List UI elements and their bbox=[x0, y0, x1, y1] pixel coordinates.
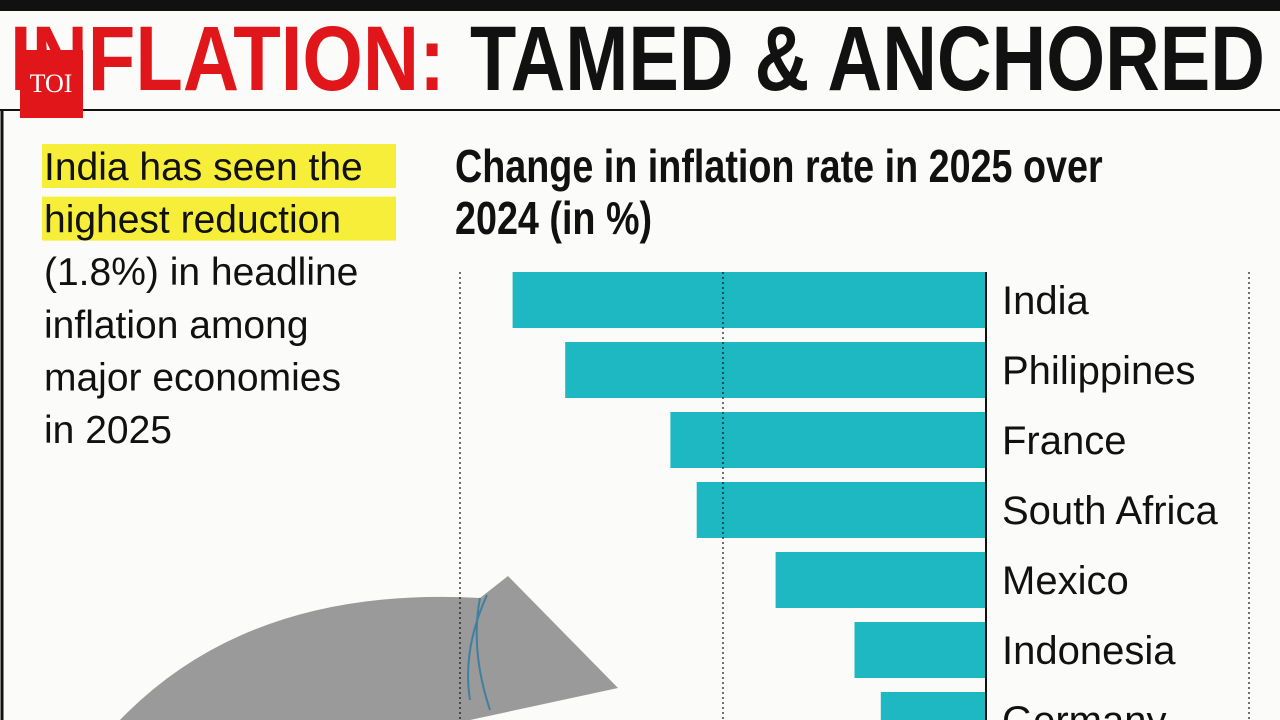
highlight bbox=[42, 196, 396, 241]
note-line: major economies bbox=[44, 356, 341, 399]
arrow-decoration bbox=[120, 576, 618, 720]
category-label: Germany bbox=[1002, 699, 1167, 720]
category-label: South Africa bbox=[1002, 489, 1218, 533]
bar bbox=[565, 342, 986, 398]
arrow-ribbon bbox=[467, 594, 491, 711]
note-line: in 2025 bbox=[44, 409, 172, 452]
bar bbox=[512, 272, 986, 328]
logo: TOI bbox=[30, 69, 73, 98]
note-line: highest reduction bbox=[44, 199, 341, 242]
note-line: (1.8%) in headline bbox=[44, 251, 358, 294]
category-label: India bbox=[1002, 279, 1089, 323]
top-bar bbox=[0, 0, 1280, 11]
note: India has seen the highest reduction (1.8%… bbox=[42, 144, 396, 452]
chart-title: Change in inflation rate in 2025 over 20… bbox=[455, 140, 1103, 244]
highlight bbox=[42, 144, 396, 188]
bar bbox=[775, 552, 986, 608]
category-label: Mexico bbox=[1002, 559, 1129, 603]
note-line: India has seen the bbox=[44, 146, 363, 189]
plot: India Philippines France South Africa Mexico… bbox=[459, 272, 1250, 720]
note-line: inflation among bbox=[44, 304, 309, 347]
header-title-black: TAMED & ANCHORED bbox=[470, 8, 1265, 110]
logo-box bbox=[20, 50, 83, 118]
category-label: Indonesia bbox=[1002, 629, 1176, 673]
bar bbox=[696, 482, 986, 538]
bar bbox=[880, 692, 986, 720]
bar bbox=[670, 412, 986, 468]
bar bbox=[854, 622, 986, 678]
category-label: Philippines bbox=[1002, 349, 1195, 393]
category-label: France bbox=[1002, 419, 1127, 463]
